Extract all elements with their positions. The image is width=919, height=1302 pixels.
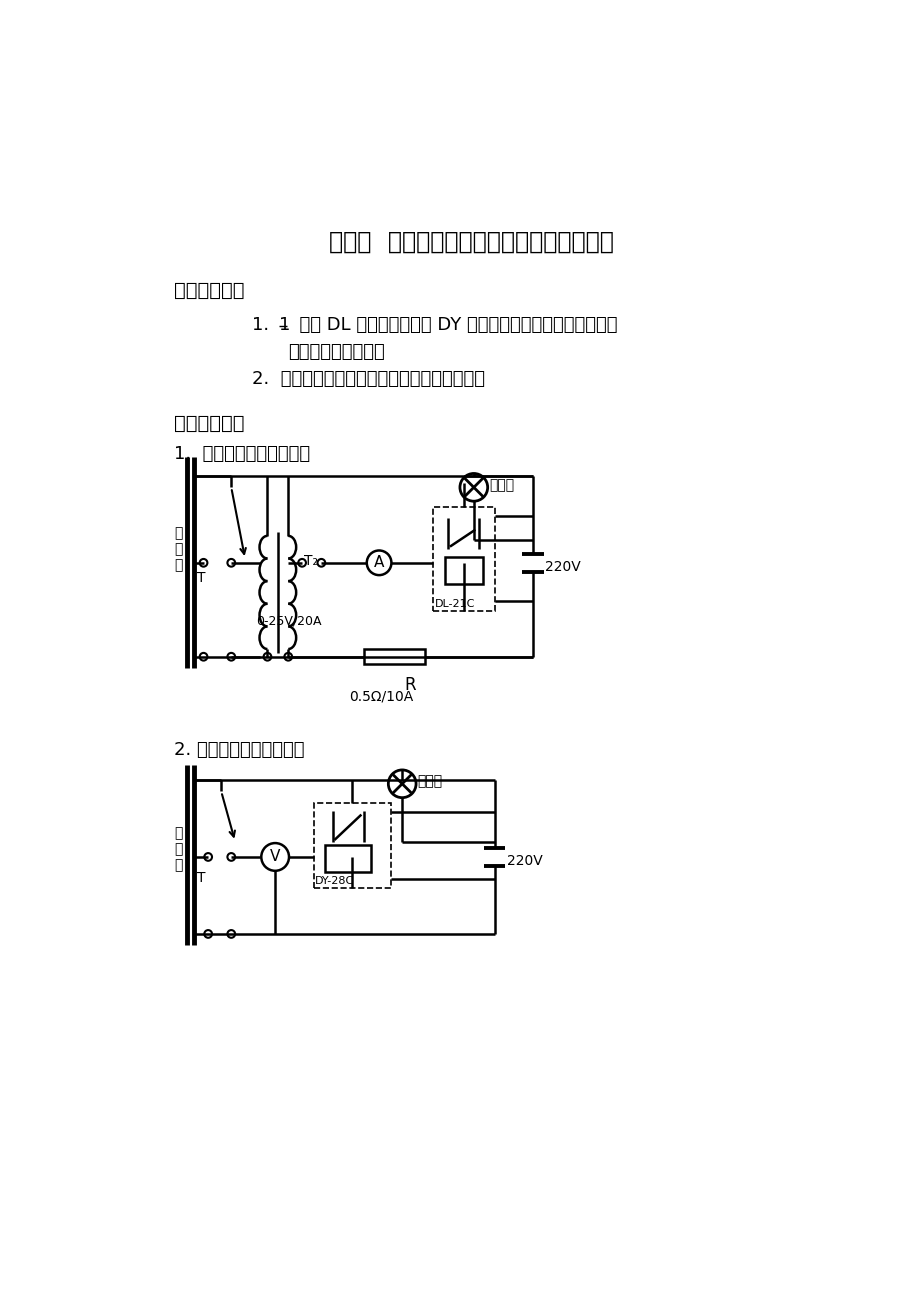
Circle shape — [204, 853, 211, 861]
Circle shape — [204, 930, 211, 937]
Circle shape — [261, 844, 289, 871]
Text: 0.5Ω/10A: 0.5Ω/10A — [349, 689, 413, 703]
Text: 光示牌: 光示牌 — [417, 775, 442, 789]
Text: 调
压
器: 调 压 器 — [174, 827, 183, 872]
Text: 220V: 220V — [506, 854, 542, 868]
Text: T₂: T₂ — [304, 553, 318, 568]
Circle shape — [367, 551, 391, 575]
Circle shape — [460, 474, 487, 501]
Text: 1.: 1. — [252, 315, 280, 333]
Circle shape — [388, 769, 415, 798]
Circle shape — [264, 652, 271, 660]
Circle shape — [227, 652, 235, 660]
Circle shape — [227, 559, 235, 566]
Bar — [444, 557, 482, 583]
Circle shape — [227, 853, 235, 861]
Circle shape — [284, 652, 291, 660]
Circle shape — [298, 559, 306, 566]
Text: 二、实验电路: 二、实验电路 — [174, 414, 244, 434]
Text: 1: 1 — [278, 315, 290, 333]
Circle shape — [199, 652, 207, 660]
Text: 2.  学习动作电流、动作电压参数的整定方法。: 2. 学习动作电流、动作电压参数的整定方法。 — [252, 370, 484, 388]
Circle shape — [227, 930, 235, 937]
Bar — [363, 648, 425, 664]
Text: 0-25V/20A: 0-25V/20A — [255, 615, 321, 628]
Bar — [433, 506, 494, 611]
Text: 实验一  电磁型电流继电器和电压继电器实验: 实验一 电磁型电流继电器和电压继电器实验 — [329, 229, 613, 254]
Bar — [324, 845, 371, 872]
Text: 作原理、基本特性；: 作原理、基本特性； — [288, 342, 384, 361]
Text: DL-21C: DL-21C — [434, 599, 474, 609]
Text: 调
压
器: 调 压 器 — [174, 526, 183, 573]
Text: 熟悉 DL 型电流继电器和 DY 型电压继电器的的实际结构，工: 熟悉 DL 型电流继电器和 DY 型电压继电器的的实际结构，工 — [288, 315, 617, 333]
Circle shape — [317, 559, 324, 566]
Text: 220V: 220V — [545, 560, 581, 574]
Text: 2. 低压继电器实验接线图: 2. 低压继电器实验接线图 — [174, 741, 303, 759]
Text: T: T — [197, 570, 205, 585]
Text: A: A — [373, 555, 384, 570]
Circle shape — [199, 559, 207, 566]
Text: R: R — [404, 676, 416, 694]
Text: 光示牌: 光示牌 — [489, 478, 514, 492]
Text: DY-28C: DY-28C — [315, 876, 354, 887]
Text: 一、实验目的: 一、实验目的 — [174, 281, 244, 299]
Bar — [313, 803, 391, 888]
Text: V: V — [269, 849, 280, 865]
Text: 1.  过流继电器实验接线图: 1. 过流继电器实验接线图 — [174, 445, 310, 464]
Text: T: T — [197, 871, 205, 885]
